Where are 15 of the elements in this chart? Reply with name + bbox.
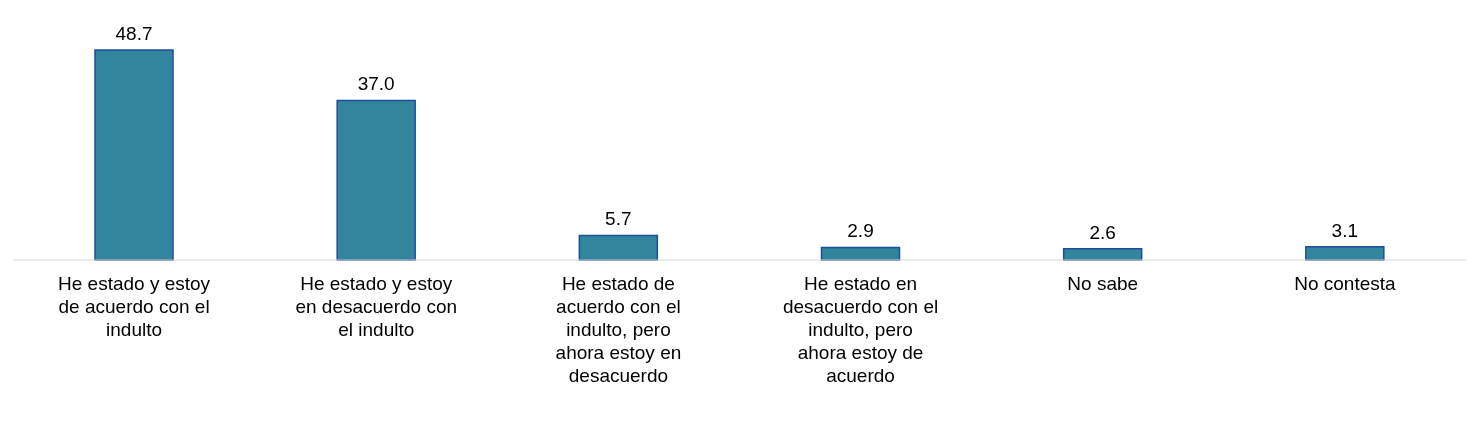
bar [336, 99, 416, 261]
data-label: 2.6 [1089, 221, 1116, 243]
data-label: 3.1 [1331, 219, 1359, 241]
x-tick-label: He estado y estoy en desacuerdo con el indulto [295, 273, 458, 340]
data-label: 37.0 [357, 73, 395, 95]
data-label: 48.7 [115, 23, 153, 44]
x-tick-label: He estado y estoy de acuerdo con el indulto [58, 273, 211, 340]
x-tick-label: He estado en desacuerdo con el indulto, pero ahora estoy de acuerdo [782, 273, 939, 386]
bar [578, 234, 659, 261]
bar [94, 49, 174, 261]
data-label: 2.9 [847, 220, 874, 242]
x-tick-label: No contesta [1294, 273, 1397, 294]
data-label: 5.7 [605, 208, 632, 230]
x-tick-label: No sabe [1067, 273, 1139, 294]
x-tick-label: He estado de acuerdo con el indulto, pero ahora estoy en desacuerdo [555, 273, 682, 386]
